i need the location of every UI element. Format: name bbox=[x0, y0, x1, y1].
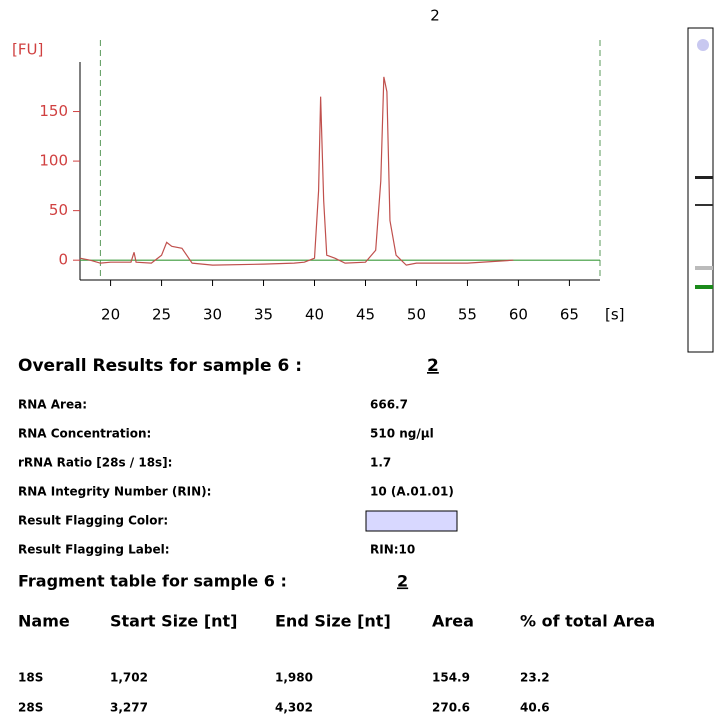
result-label: RNA Area: bbox=[18, 398, 87, 412]
y-tick-label: 100 bbox=[39, 152, 68, 170]
table-cell: 154.9 bbox=[432, 671, 470, 685]
table-cell: 1,702 bbox=[110, 671, 148, 685]
column-header: % of total Area bbox=[520, 612, 655, 631]
fragment-heading: Fragment table for sample 6 : bbox=[18, 572, 287, 591]
table-cell: 3,277 bbox=[110, 701, 148, 715]
result-label: Result Flagging Color: bbox=[18, 514, 168, 528]
result-label: RNA Integrity Number (RIN): bbox=[18, 485, 211, 499]
table-cell: 40.6 bbox=[520, 701, 550, 715]
gel-lane bbox=[688, 28, 713, 352]
fragment-sample: 2 bbox=[397, 572, 408, 591]
x-tick-label: 50 bbox=[407, 306, 426, 324]
result-value: 10 (A.01.01) bbox=[370, 485, 454, 499]
table-cell: 4,302 bbox=[275, 701, 313, 715]
y-tick-label: 50 bbox=[49, 201, 68, 219]
x-tick-label: 25 bbox=[152, 306, 171, 324]
x-tick-label: 40 bbox=[305, 306, 324, 324]
x-tick-label: 60 bbox=[509, 306, 528, 324]
flag-color bbox=[366, 511, 457, 531]
gel-band bbox=[695, 204, 713, 206]
x-tick-label: 30 bbox=[203, 306, 222, 324]
gel-band bbox=[695, 176, 713, 179]
overall-heading: Overall Results for sample 6 : bbox=[18, 356, 302, 376]
trace bbox=[80, 77, 513, 265]
gel-band bbox=[695, 285, 713, 289]
table-cell: 270.6 bbox=[432, 701, 470, 715]
result-label: Result Flagging Label: bbox=[18, 543, 170, 557]
table-cell: 18S bbox=[18, 671, 43, 685]
table-cell: 23.2 bbox=[520, 671, 550, 685]
column-header: End Size [nt] bbox=[275, 612, 391, 631]
table-cell: 28S bbox=[18, 701, 43, 715]
y-tick-label: 150 bbox=[39, 102, 68, 120]
x-axis-label: [s] bbox=[605, 306, 625, 324]
result-label: rRNA Ratio [28s / 18s]: bbox=[18, 456, 172, 470]
chart-title: 2 bbox=[430, 7, 440, 25]
gel-frame bbox=[688, 28, 713, 352]
result-value: 1.7 bbox=[370, 456, 391, 470]
column-header: Name bbox=[18, 612, 70, 631]
result-value: 510 ng/µl bbox=[370, 427, 434, 441]
page: {"chart_data":{"type":"line","title":"2"… bbox=[0, 0, 714, 721]
column-header: Start Size [nt] bbox=[110, 612, 237, 631]
overall-sample: 2 bbox=[427, 356, 439, 376]
gel-dot bbox=[697, 39, 709, 51]
x-tick-label: 20 bbox=[101, 306, 120, 324]
result-label: RNA Concentration: bbox=[18, 427, 151, 441]
x-tick-label: 65 bbox=[560, 306, 579, 324]
y-axis-label: [FU] bbox=[12, 41, 43, 59]
x-tick-label: 45 bbox=[356, 306, 375, 324]
column-header: Area bbox=[432, 612, 474, 631]
y-tick-label: 0 bbox=[58, 251, 68, 269]
result-value: 666.7 bbox=[370, 398, 408, 412]
table-cell: 1,980 bbox=[275, 671, 313, 685]
x-tick-label: 35 bbox=[254, 306, 273, 324]
report: 2 [FU] [s] Overall Results for sample 6 … bbox=[0, 0, 714, 721]
result-value: RIN:10 bbox=[370, 543, 415, 557]
gel-band bbox=[695, 266, 713, 270]
x-tick-label: 55 bbox=[458, 306, 477, 324]
